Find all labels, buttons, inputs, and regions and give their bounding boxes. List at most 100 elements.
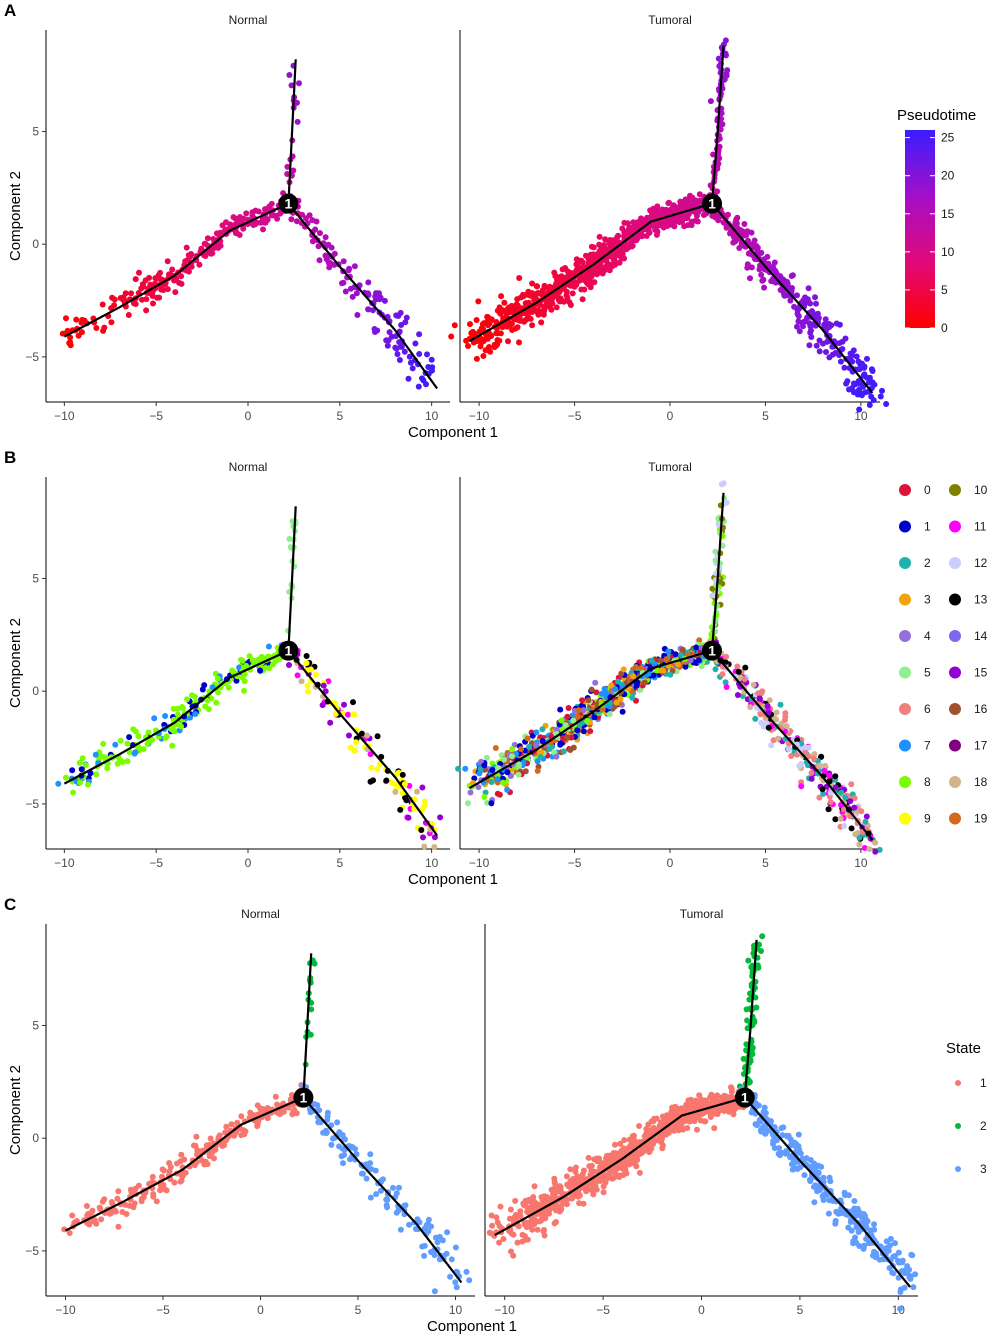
x-tick-label: 0	[257, 1303, 264, 1317]
cell-point	[863, 374, 870, 381]
cell-point	[288, 216, 295, 223]
cell-point	[877, 393, 884, 400]
cell-point	[861, 845, 868, 851]
cell-point	[114, 760, 121, 767]
cell-point	[303, 653, 310, 659]
facet-title: Normal	[241, 907, 280, 921]
cell-point	[171, 1179, 178, 1186]
cell-point	[910, 1284, 917, 1291]
cell-point	[508, 302, 515, 309]
cell-point	[374, 766, 381, 773]
cell-point	[862, 1222, 869, 1229]
cell-point	[722, 37, 729, 44]
cell-point	[542, 302, 549, 309]
cell-point	[204, 235, 211, 242]
cell-point	[412, 1226, 419, 1232]
cell-point	[775, 735, 781, 742]
cell-point	[507, 1206, 514, 1213]
cell-point	[818, 753, 825, 760]
cell-point	[529, 322, 536, 329]
cell-point	[515, 761, 522, 768]
cell-point	[722, 679, 729, 686]
cell-point	[476, 770, 483, 777]
cell-point	[612, 1141, 618, 1148]
cell-point	[648, 1118, 655, 1125]
panel-label-C: C	[4, 895, 16, 914]
cell-point	[372, 329, 378, 335]
cell-point	[593, 689, 600, 696]
cell-point	[269, 212, 276, 219]
cell-point	[480, 326, 487, 333]
cell-point	[533, 742, 540, 749]
x-tick-label: 0	[667, 856, 674, 870]
cell-point	[341, 701, 347, 708]
cell-point	[117, 737, 124, 744]
cell-point	[209, 684, 216, 691]
cell-point	[505, 338, 511, 345]
cell-point	[157, 1187, 164, 1194]
cell-point	[773, 716, 780, 723]
cell-point	[781, 292, 788, 299]
cell-point	[675, 661, 682, 668]
cell-point	[202, 1158, 209, 1165]
cell-point	[798, 760, 805, 767]
cell-point	[504, 769, 511, 776]
cell-point	[108, 319, 115, 326]
cell-point	[825, 806, 832, 813]
cell-point	[794, 323, 800, 330]
branch-node-label: 1	[708, 643, 716, 659]
cell-point	[821, 768, 828, 774]
cell-point	[254, 1121, 261, 1128]
cell-point	[813, 342, 820, 349]
facet-tumoral-B: Tumoral−10 −5 0 5 101	[455, 460, 883, 870]
cell-point	[570, 282, 577, 289]
cell-point	[246, 653, 253, 660]
cell-point	[761, 284, 768, 291]
x-tick-label: −5	[568, 856, 582, 870]
cell-point	[215, 689, 222, 696]
cell-point	[112, 1208, 119, 1215]
cell-point	[401, 348, 408, 355]
cell-point	[862, 1215, 869, 1222]
cell-point	[520, 291, 527, 298]
cell-point	[801, 1172, 808, 1179]
cell-point	[588, 280, 595, 287]
cell-point	[215, 244, 222, 251]
cell-point	[149, 289, 156, 296]
cell-point	[211, 1155, 217, 1162]
cell-point	[792, 1159, 799, 1166]
cell-point	[777, 287, 784, 293]
cell-point	[396, 1184, 402, 1191]
cell-point	[384, 1204, 391, 1211]
panel-C: CNormal−10−50510−5051Tumoral−10−505101Co…	[4, 895, 987, 1335]
cell-point	[590, 1191, 597, 1198]
cell-point	[401, 781, 408, 788]
cell-point	[368, 764, 375, 771]
trajectory-branch-right	[302, 1096, 463, 1284]
cell-point	[294, 672, 301, 679]
x-tick-label: 5	[762, 856, 769, 870]
cell-point	[452, 1244, 459, 1251]
cell-point	[601, 685, 608, 692]
cell-point	[827, 799, 834, 805]
cell-point	[740, 1071, 747, 1077]
legend-label: 11	[974, 520, 987, 534]
cell-point	[527, 1219, 534, 1226]
cell-point	[611, 1155, 617, 1162]
cell-point	[636, 1169, 643, 1176]
cell-point	[606, 711, 613, 718]
cell-point	[633, 682, 640, 689]
cell-point	[480, 353, 487, 359]
x-tick-label: 5	[355, 1303, 362, 1317]
cell-point	[811, 1183, 817, 1190]
cell-point	[814, 1188, 821, 1195]
cell-point	[558, 1205, 565, 1212]
cell-point	[564, 734, 571, 741]
cell-point	[594, 1158, 601, 1165]
legend-label: 7	[924, 739, 931, 753]
cell-point	[99, 301, 106, 308]
cell-point	[419, 375, 425, 382]
cell-point	[551, 291, 558, 298]
